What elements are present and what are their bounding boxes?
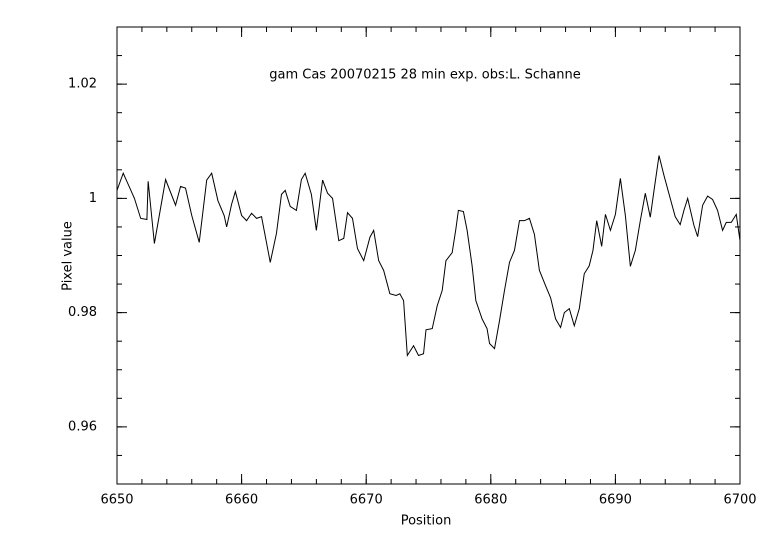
y-axis-label: Pixel value (61, 221, 76, 291)
x-axis-label: Position (401, 514, 452, 529)
x-tick-label: 6690 (599, 493, 632, 508)
data-line (116, 155, 741, 358)
x-tick-label: 6650 (100, 493, 133, 508)
x-tick-label: 6660 (225, 493, 258, 508)
y-tick-label: 1.02 (68, 77, 97, 92)
x-tick-label: 6670 (350, 493, 383, 508)
y-tick-label: 1 (89, 191, 97, 206)
x-tick-label: 6700 (723, 493, 756, 508)
plot-frame (116, 26, 741, 485)
x-tick-label: 6680 (474, 493, 507, 508)
y-tick-label: 0.96 (68, 419, 97, 434)
chart-title: gam Cas 20070215 28 min exp. obs:L. Scha… (269, 68, 581, 83)
y-tick-label: 0.98 (68, 305, 97, 320)
